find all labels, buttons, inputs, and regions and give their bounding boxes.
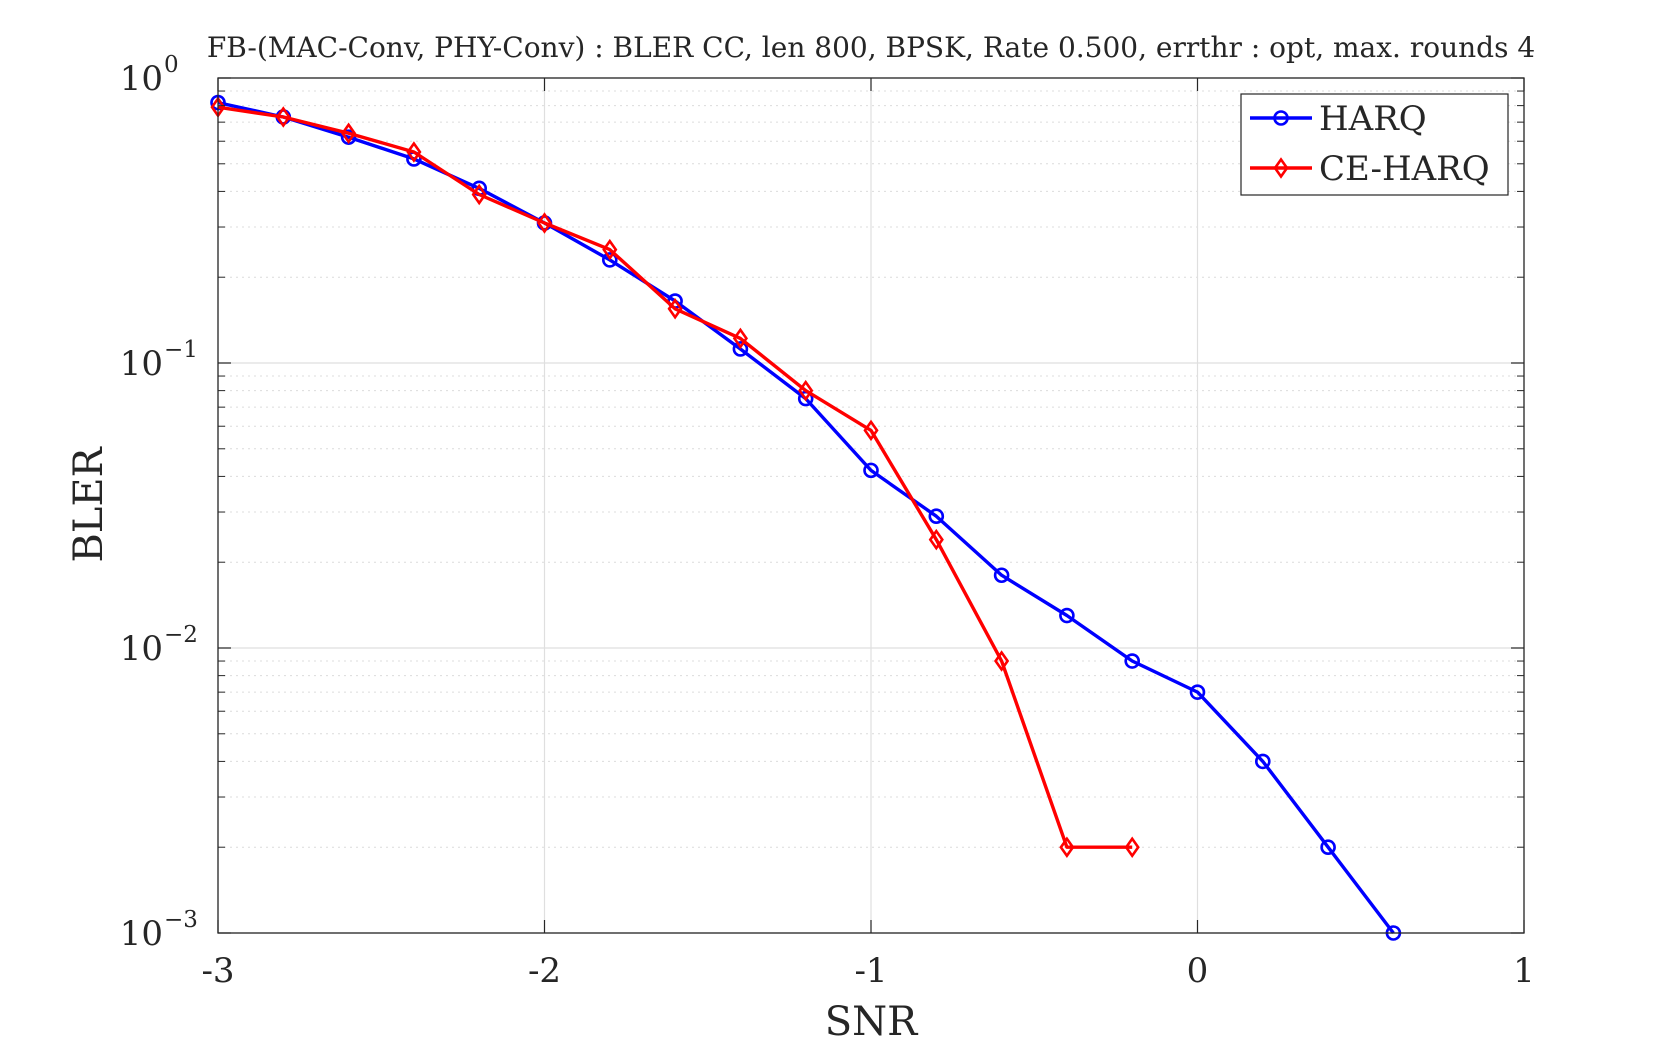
series-line <box>217 105 1133 849</box>
data-point-marker <box>406 141 422 163</box>
data-point-marker <box>863 419 879 442</box>
minor-grid <box>218 90 1524 848</box>
legend: HARQ CE-HARQ <box>1240 93 1509 196</box>
legend-item-ce-harq: CE-HARQ <box>1250 149 1490 189</box>
data-point-marker <box>601 252 618 268</box>
data-point-marker <box>993 567 1010 584</box>
x-tick-label: 1 <box>1513 951 1535 991</box>
x-tick-label: -3 <box>201 951 234 991</box>
y-tick-label-base: 10 <box>120 914 163 954</box>
axis-ticks <box>217 77 1525 934</box>
data-point-marker <box>1059 836 1075 858</box>
data-point-marker <box>1189 684 1206 700</box>
data-point-marker <box>863 462 879 479</box>
y-tick-label-exponent: 0 <box>164 52 179 78</box>
data-point-marker <box>602 238 618 261</box>
y-tick-label-base: 10 <box>120 344 163 384</box>
y-tick-label-base: 10 <box>120 629 163 669</box>
data-point-marker <box>471 183 487 206</box>
x-tick-label: -2 <box>528 951 561 991</box>
y-tick-label: 10 0 <box>120 52 179 99</box>
data-point-marker <box>667 298 683 320</box>
data-point-marker <box>275 106 291 128</box>
series-layer <box>210 94 1402 941</box>
legend-item-harq: HARQ <box>1250 99 1427 139</box>
data-point-marker <box>1273 110 1289 126</box>
data-point-marker <box>1255 753 1271 770</box>
data-point-marker <box>1124 653 1140 669</box>
data-point-marker <box>1273 157 1289 179</box>
series-ce-harq <box>210 96 1140 858</box>
data-point-marker <box>798 379 814 402</box>
legend-label: HARQ <box>1319 99 1427 139</box>
y-axis-label: BLER <box>66 445 112 562</box>
data-point-marker <box>536 212 553 234</box>
data-point-marker <box>928 508 945 525</box>
y-tick-label-exponent: −2 <box>164 622 198 648</box>
data-point-marker <box>1059 607 1075 624</box>
x-tick-labels: -3 -2 -1 0 1 <box>201 951 1534 991</box>
data-point-marker <box>1124 836 1140 858</box>
legend-label: CE-HARQ <box>1319 149 1490 189</box>
data-point-marker <box>928 528 944 551</box>
y-tick-label-exponent: −1 <box>164 337 198 363</box>
data-point-marker <box>732 327 748 350</box>
x-axis-label: SNR <box>825 999 919 1042</box>
data-point-marker <box>1320 839 1336 856</box>
data-point-marker <box>732 341 749 357</box>
y-tick-label: 10 −3 <box>120 907 198 954</box>
legend-box <box>1240 93 1509 196</box>
y-tick-label: 10 −1 <box>120 337 198 384</box>
data-point-marker <box>341 122 357 144</box>
x-tick-label: 0 <box>1187 951 1209 991</box>
x-tick-label: -1 <box>854 951 887 991</box>
y-tick-label-exponent: −3 <box>164 907 198 933</box>
y-tick-label-base: 10 <box>120 59 163 99</box>
data-point-marker <box>994 650 1010 672</box>
y-tick-label: 10 −2 <box>120 622 198 669</box>
chart-title: FB-(MAC-Conv, PHY-Conv) : BLER CC, len 8… <box>207 31 1535 64</box>
